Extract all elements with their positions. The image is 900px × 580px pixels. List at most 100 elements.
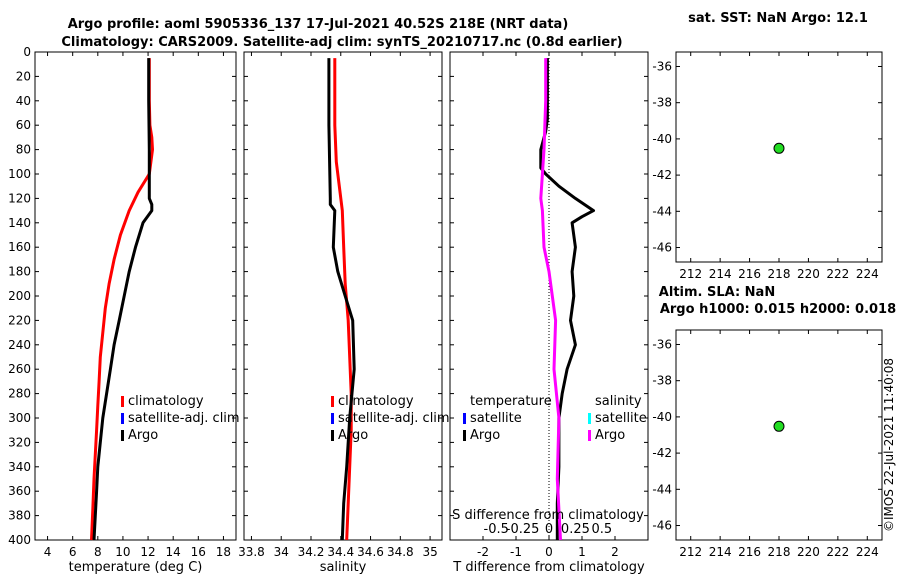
legend-swatch-sat-1 [121, 413, 124, 424]
y-tick-label: -44 [652, 204, 672, 218]
argo-location-marker [773, 142, 785, 154]
x-tick-label: 34.6 [357, 545, 384, 559]
sst-title: sat. SST: NaN Argo: 12.1 [688, 11, 868, 26]
y-tick-label: 260 [8, 362, 31, 376]
x-tick-label: 222 [826, 545, 849, 559]
y-tick-label: -44 [652, 482, 672, 496]
x-tick-label: 1 [578, 545, 586, 559]
x-tick-label: 2 [611, 545, 619, 559]
x-tick-label: 33.8 [238, 545, 265, 559]
timestamp-label: ©IMOS 22-Jul-2021 11:40:08 [882, 358, 896, 532]
y-tick-label: -40 [652, 132, 672, 146]
x-tick-label: 220 [797, 545, 820, 559]
legend-clim-1: climatology [128, 394, 204, 409]
y-tick-label: -46 [652, 519, 672, 533]
legend-difference: temperature satellite Argo salinity sate… [463, 394, 647, 443]
y-tick-label: 100 [8, 167, 31, 181]
x-tick-label: 35 [422, 545, 437, 559]
y-tick-label: 200 [8, 289, 31, 303]
legend-sal-sat: satellite [595, 411, 647, 426]
series-argo [327, 58, 356, 541]
y-tick-label: 320 [8, 435, 31, 449]
s-tick-label: 0.5 [591, 522, 612, 537]
y-tick-label: 300 [8, 411, 31, 425]
x-tick-label: 18 [216, 545, 231, 559]
y-tick-label: 220 [8, 313, 31, 327]
legend-temp-sat: satellite [470, 411, 522, 426]
legend-sat-1: satellite-adj. clim [128, 411, 240, 426]
y-tick-label: -42 [652, 168, 672, 182]
series-t-difference-argo [539, 58, 595, 540]
y-tick-label: 400 [8, 533, 31, 547]
x-tick-label: 0 [545, 545, 553, 559]
x-axis-label: temperature (deg C) [69, 560, 203, 575]
series-s-difference-argo [539, 58, 562, 541]
series-climatology [90, 58, 154, 541]
legend-sal-head: salinity [595, 394, 642, 409]
y-tick-label: -40 [652, 410, 672, 424]
sla-map-panel: 212 214 216 218 220 222 224 -36 -38 -40 -42 -44 -46 [652, 329, 883, 559]
x-tick-label: 216 [738, 267, 761, 281]
axes-frame [243, 51, 443, 541]
legend-temp-head: temperature [470, 394, 552, 409]
legend-swatch-argo-2 [331, 430, 334, 441]
s-tick-label: 0.25 [561, 522, 590, 537]
x-tick-label: 34.2 [298, 545, 325, 559]
y-tick-label: 240 [8, 338, 31, 352]
y-tick-label: 120 [8, 191, 31, 205]
map-frame [675, 51, 883, 263]
legend-swatch-sal-sat [588, 413, 591, 424]
legend-main-salinity: climatology satellite-adj. clim Argo [331, 394, 450, 443]
x-tick-label: 34.4 [327, 545, 354, 559]
y-tick-label: -38 [652, 96, 672, 110]
legend-temp-argo: Argo [470, 428, 500, 443]
y-tick-label: 40 [16, 94, 31, 108]
x-tick-label: 214 [709, 267, 732, 281]
y-tick-label: 380 [8, 509, 31, 523]
y-tick-label: 280 [8, 387, 31, 401]
x-tick-label: -2 [477, 545, 489, 559]
x-tick-label: 218 [768, 267, 791, 281]
legend-swatch-temp-sat [463, 413, 466, 424]
legend-swatch-sal-argo [588, 430, 591, 441]
axes-frame [34, 51, 237, 541]
y-tick-label: 20 [16, 69, 31, 83]
x-tick-label: 224 [856, 267, 879, 281]
s-difference-label: S difference from climatology [452, 508, 644, 523]
x-tick-label: 4 [44, 545, 52, 559]
y-tick-label: -36 [652, 337, 672, 351]
title-line-2: Climatology: CARS2009. Satellite-adj cli… [61, 35, 622, 50]
legend-main-temperature: climatology satellite-adj. clim Argo [121, 394, 240, 443]
x-tick-label: 212 [679, 267, 702, 281]
sst-map-panel: 212 214 216 218 220 222 224 -36 -38 -40 -42 -44 -46 [652, 51, 883, 281]
y-tick-label: -42 [652, 446, 672, 460]
y-tick-label: 360 [8, 484, 31, 498]
legend-sal-argo: Argo [595, 428, 625, 443]
y-tick-label: -38 [652, 374, 672, 388]
legend-swatch-clim-2 [331, 396, 334, 407]
salinity-panel: 33.8 34 34.2 34.4 34.6 34.8 35 salinity [238, 51, 443, 575]
argo-location-marker [773, 420, 785, 432]
x-axis-label: T difference from climatology [452, 560, 645, 575]
x-tick-label: 10 [115, 545, 130, 559]
series-climatology [333, 58, 353, 541]
x-tick-label: 34 [274, 545, 289, 559]
y-tick-label: 0 [23, 45, 31, 59]
y-tick-label: 160 [8, 240, 31, 254]
legend-swatch-sat-2 [331, 413, 334, 424]
x-tick-label: 12 [140, 545, 155, 559]
legend-sat-2: satellite-adj. clim [338, 411, 450, 426]
x-tick-label: -1 [510, 545, 522, 559]
s-tick-label: -0.5 [484, 522, 509, 537]
x-axis-label: salinity [320, 560, 367, 575]
legend-argo-1: Argo [128, 428, 158, 443]
x-tick-label: 214 [709, 545, 732, 559]
x-tick-label: 222 [826, 267, 849, 281]
y-tick-label: 140 [8, 216, 31, 230]
map-frame [675, 329, 883, 541]
legend-clim-2: climatology [338, 394, 414, 409]
x-tick-label: 8 [94, 545, 102, 559]
title-line-1: Argo profile: aoml 5905336_137 17-Jul-20… [68, 17, 569, 32]
s-tick-label: 0 [545, 522, 553, 537]
